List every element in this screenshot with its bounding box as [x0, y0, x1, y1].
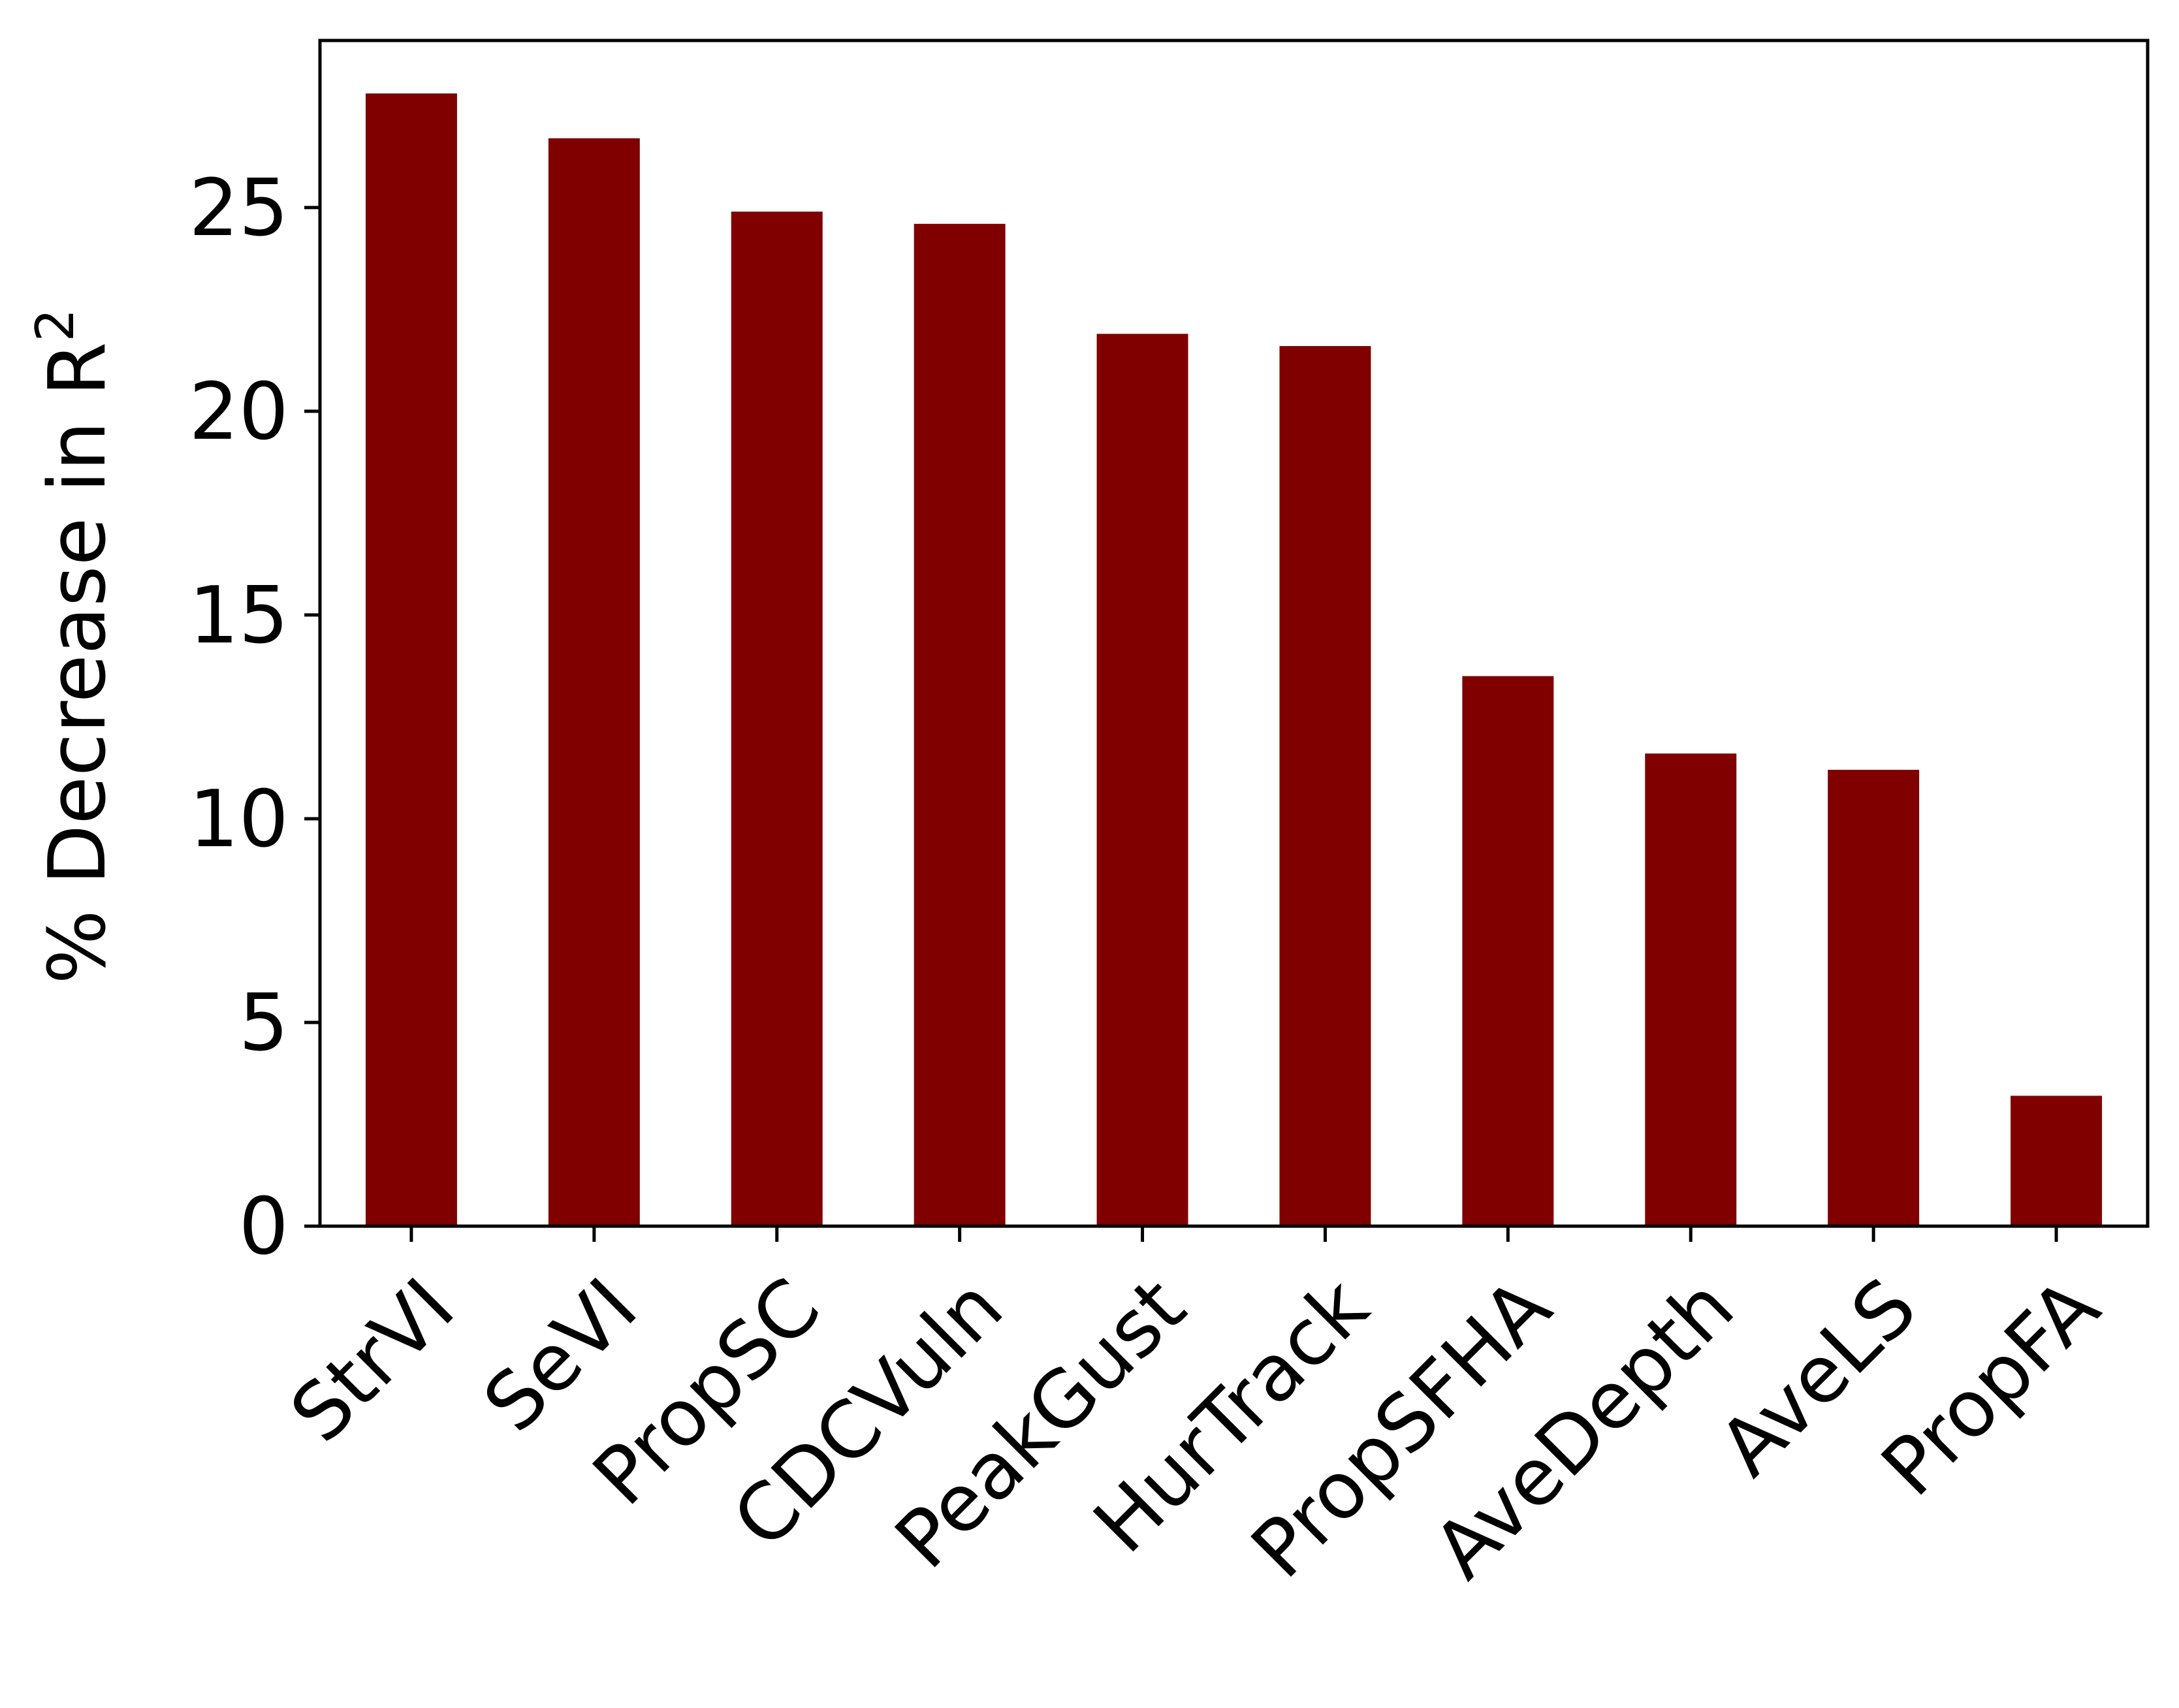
y-tick-label: 0	[239, 1182, 289, 1273]
y-tick-label: 20	[189, 367, 289, 458]
plot-area-frame	[318, 39, 2150, 1228]
bars-group	[365, 93, 2103, 1227]
y-tick-label: 15	[189, 571, 289, 661]
bar-propsfha	[1462, 676, 1554, 1226]
y-tick-label: 10	[189, 774, 289, 865]
y-axis-title-superscript: 2	[25, 309, 86, 342]
bar-strvi	[365, 93, 457, 1226]
y-tick-label: 5	[239, 978, 289, 1069]
y-axis-title-text: % Decrease in R	[33, 342, 123, 985]
y-axis-title: % Decrease in R2	[25, 309, 123, 985]
bar-propsc	[731, 212, 823, 1227]
bar-peakgust	[1096, 334, 1188, 1226]
bar-sevi	[548, 138, 640, 1226]
bar-cdcvuln	[914, 223, 1006, 1227]
bar-hurtrack	[1279, 346, 1371, 1226]
bar-avels	[1828, 770, 1920, 1226]
bar-avedepth	[1645, 753, 1737, 1226]
y-tick-label: 25	[189, 163, 289, 254]
bar-propfa	[2011, 1096, 2103, 1226]
y-axis-ticks: 0 5 10 15 20 25	[189, 163, 320, 1273]
